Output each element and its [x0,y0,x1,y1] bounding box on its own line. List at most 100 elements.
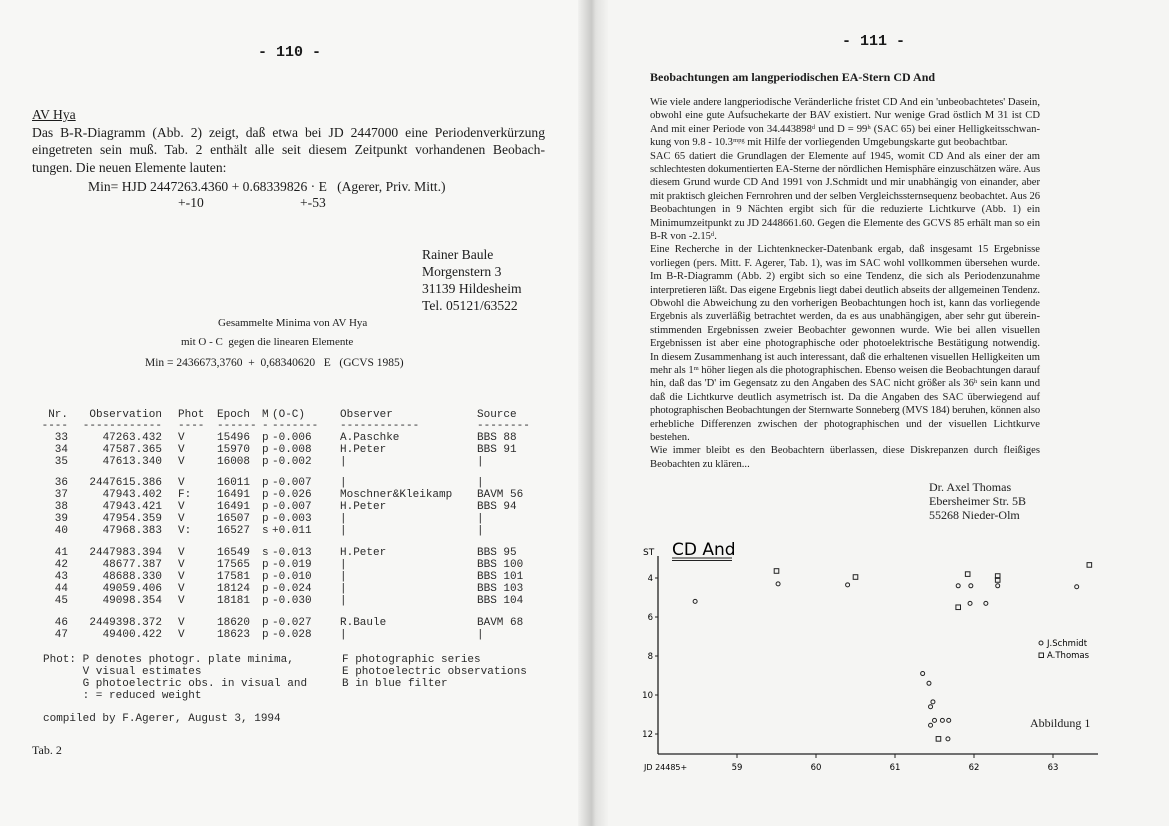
legend-marker-circle [1038,640,1044,646]
table-cell: 39 [54,513,68,525]
section-heading: AV Hya [32,107,76,122]
table-cell: Nr. [48,409,68,421]
table-caption: Gesammelte Minima von AV Hya [218,317,368,329]
table-cell: F: [178,489,192,501]
table-cell: p [262,583,269,595]
table-cell: -0.028 [272,629,312,641]
table-cell: -0.006 [272,432,312,444]
y-tick-label: 12 [642,730,653,740]
table-cell: 49098.354 [102,595,162,607]
table-cell: p [262,501,269,513]
y-tick-label: 8 [648,652,653,662]
data-point-circle [939,717,945,723]
table-cell: | [340,571,347,583]
legend-label: J.Schmidt [1046,639,1088,649]
data-point-circle [983,600,989,606]
table-cell: 41 [54,547,68,559]
table-cell: V [178,629,185,641]
formula-error: +-10 [178,195,204,210]
x-tick-label: 63 [1048,763,1059,773]
table-cell: -0.003 [272,513,312,525]
table-cell: V [178,595,185,607]
data-point-circle [928,704,934,710]
legend-line: F photographic series [342,654,481,666]
data-point-circle [928,722,934,728]
table-cell: | [477,477,484,489]
data-point-circle [920,671,926,677]
legend-line: B in blue filter [342,678,448,690]
body-line: obwohl eine gute Aufsuchekarte der BAV e… [650,110,1040,122]
body-line: hin, daß das 'D' im Gegensatz zu den Ang… [650,378,1040,390]
table-cell: s [262,525,269,537]
data-point-square [773,568,780,574]
data-point-circle [955,583,961,589]
data-point-square [935,736,942,742]
left-page [0,0,588,826]
table-cell: | [340,513,347,525]
table-cell: BBS 88 [477,432,517,444]
paragraph-line: tungen. Die neuen Elemente lauten: [32,160,227,175]
table-cell: -------- [477,420,530,432]
table-cell: Epoch [217,409,251,421]
table-cell: V [178,477,185,489]
table-cell: 2447983.394 [89,547,162,559]
body-line: kung von 9.8 - 10.3ᵐᵖᵍ mit Hilfe der vor… [650,137,1008,149]
body-line: diesem Grund wurde CD And 1991 von J.Sch… [650,177,1040,189]
data-point-square [994,577,1001,583]
page-number-left: - 110 - [258,44,322,61]
table-cell: 17565 [217,559,251,571]
x-tick-label: 62 [969,763,980,773]
body-line: mit praktisch gleichen Fernrohren und de… [650,190,1040,202]
table-cell: | [340,477,347,489]
table-caption: mit O - C gegen die linearen Elemente [181,336,354,348]
y-tick-label: 4 [648,574,653,584]
table-cell: 46 [54,617,68,629]
body-line: photographischen Beobachtungen der Stern… [650,405,1040,417]
paragraph-line: eingetreten sein muß. Tab. 2 enthält all… [32,142,545,157]
table-cell: R.Baule [340,617,387,629]
data-point-circle [932,717,937,723]
data-point-circle [945,736,951,742]
table-cell: ---- [41,420,68,432]
table-cell: Observation [89,409,162,421]
data-point-circle [967,600,973,606]
table-cell: ---- [178,420,205,432]
y-tick-label: 6 [648,613,653,623]
body-line: vorliegen (pers. Mitt. F. Agerer, Tab. 1… [650,257,1040,269]
table-cell: 45 [54,595,68,607]
data-point-square [852,574,859,580]
table-cell: | [477,525,484,537]
table-cell: -0.007 [272,501,312,513]
paragraph-line: Das B-R-Diagramm (Abb. 2) zeigt, daß etw… [32,125,545,140]
table-cell: A.Paschke [340,432,400,444]
book-gutter [578,0,608,826]
address-line: Dr. Axel Thomas [929,480,1012,494]
data-point-circle [995,583,1001,589]
table-cell: | [477,456,484,468]
table-cell: 16491 [217,489,251,501]
table-cell: 15970 [217,444,251,456]
body-line: stimmenden Ergebnissen zweier Beobachter… [650,324,1040,336]
table-cell: 40 [54,525,68,537]
table-cell: p [262,629,269,641]
legend-line: V visual estimates [43,666,202,678]
body-line: Eine Recherche in der Lichtenknecker-Dat… [650,244,1040,256]
table-cell: | [340,629,347,641]
table-cell: p [262,595,269,607]
table-cell: 18623 [217,629,251,641]
body-line: interpretieren läßt. Das eigene Ergebnis… [650,284,1040,296]
table-cell: H.Peter [340,547,387,559]
table-cell: Moschner&Kleikamp [340,489,453,501]
table-cell: BBS 91 [477,444,517,456]
legend-line: : = reduced weight [43,690,202,702]
table-cell: BBS 95 [477,547,517,559]
table-label: Tab. 2 [32,743,62,757]
x-axis-label: JD 24485+ [643,763,687,772]
table-cell: V [178,571,185,583]
table-cell: 47968.383 [102,525,162,537]
table-cell: 18181 [217,595,251,607]
table-cell: BBS 100 [477,559,524,571]
table-cell: 48677.387 [102,559,162,571]
legend-line: Phot: P denotes photogr. plate minima, [43,654,294,666]
data-point-square [964,571,971,577]
